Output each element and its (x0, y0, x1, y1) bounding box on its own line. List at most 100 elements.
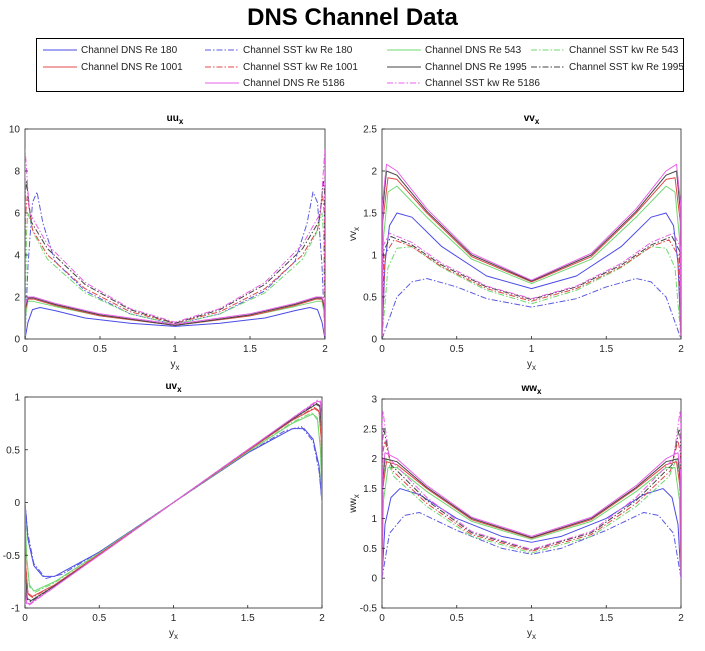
series-line (382, 246, 681, 339)
series-line (382, 236, 681, 339)
x-axis-label: yx (169, 628, 178, 641)
y-tick-label: 0 (371, 335, 377, 346)
legend-swatch (387, 49, 421, 51)
legend-label: Channel SST kw Re 543 (569, 44, 679, 56)
y-tick-label: -0.5 (3, 551, 21, 562)
series-line (382, 212, 681, 339)
series-line (382, 278, 681, 339)
legend-swatch (205, 49, 239, 51)
series-line (382, 461, 681, 579)
x-tick-label: 1 (529, 344, 535, 355)
x-tick-label: 0.5 (92, 613, 106, 624)
y-tick-label: -0.5 (360, 604, 378, 615)
x-tick-label: 1.5 (599, 613, 613, 624)
x-tick-label: 2 (322, 344, 328, 355)
series-line (25, 307, 325, 339)
legend-label: Channel SST kw Re 1001 (243, 61, 358, 73)
x-tick-label: 0 (379, 344, 385, 355)
x-axis-label: yx (527, 628, 536, 641)
series-line (382, 232, 681, 339)
legend-label: Channel SST kw Re 180 (243, 44, 353, 56)
legend-label: Channel DNS Re 1995 (425, 61, 527, 73)
legend-label: Channel DNS Re 1001 (81, 61, 183, 73)
x-tick-label: 0.5 (450, 344, 464, 355)
y-tick-label: 2 (14, 293, 20, 304)
y-tick-label: 6 (14, 209, 20, 220)
legend-entry: Channel DNS Re 180 (43, 43, 177, 57)
legend: Channel DNS Re 180 Channel SST kw Re 180 C… (36, 38, 684, 92)
legend-label: Channel SST kw Re 5186 (425, 77, 540, 89)
y-tick-label: 2 (371, 167, 377, 178)
series-line (382, 458, 681, 579)
x-tick-label: 2 (678, 344, 684, 355)
series-line (382, 170, 681, 339)
legend-entry: Channel DNS Re 1001 (43, 60, 183, 74)
series-line (382, 458, 681, 579)
series-line (382, 410, 681, 579)
figure-title: DNS Channel Data (247, 4, 458, 31)
legend-swatch (531, 49, 565, 51)
legend-entry: Channel DNS Re 5186 (205, 76, 345, 90)
legend-entry: Channel SST kw Re 1995 (531, 60, 684, 74)
plot-title: uux (167, 113, 184, 126)
plot-title: vvx (524, 113, 540, 126)
series-line (382, 428, 681, 579)
series-line (382, 467, 681, 579)
series-line (25, 149, 325, 339)
legend-swatch (531, 66, 565, 68)
y-tick-label: 8 (14, 167, 20, 178)
legend-swatch (387, 66, 421, 68)
x-tick-label: 0 (22, 613, 28, 624)
legend-swatch (387, 82, 421, 84)
legend-label: Channel DNS Re 180 (81, 44, 178, 56)
y-tick-label: 1 (371, 251, 377, 262)
y-tick-label: 2.5 (363, 125, 377, 136)
x-axis-label: yx (171, 359, 180, 372)
series-line (382, 452, 681, 579)
series-line (382, 177, 681, 339)
x-tick-label: 1.5 (599, 344, 613, 355)
legend-label: Channel SST kw Re 1995 (569, 61, 684, 73)
series-line (382, 488, 681, 579)
series-line (25, 402, 322, 603)
legend-swatch (43, 49, 77, 51)
x-axis-label: yx (527, 359, 536, 372)
plot-title: uvx (165, 381, 182, 394)
y-tick-label: 1 (371, 514, 377, 525)
y-tick-label: 1.5 (363, 209, 377, 220)
y-tick-label: 0 (14, 335, 20, 346)
x-tick-label: 1 (172, 344, 178, 355)
legend-entry: Channel SST kw Re 180 (205, 43, 352, 57)
legend-swatch (205, 66, 239, 68)
x-tick-label: 2 (678, 613, 684, 624)
legend-label: Channel DNS Re 543 (425, 44, 522, 56)
series-line (382, 239, 681, 339)
y-tick-label: 0.5 (363, 293, 377, 304)
x-tick-label: 1 (171, 613, 177, 624)
x-tick-label: 0 (379, 613, 385, 624)
x-tick-label: 1.5 (243, 344, 257, 355)
legend-entry: Channel DNS Re 1995 (387, 60, 527, 74)
y-tick-label: 0.5 (6, 445, 20, 456)
y-tick-label: 4 (14, 251, 20, 262)
x-tick-label: 0 (22, 344, 28, 355)
y-tick-label: 2 (371, 454, 377, 465)
legend-swatch (43, 66, 77, 68)
series-line (382, 163, 681, 339)
series-line (25, 399, 322, 606)
y-axis-label: vvx (348, 227, 361, 241)
x-tick-label: 0.5 (93, 344, 107, 355)
y-tick-label: 2.5 (363, 424, 377, 435)
x-tick-label: 0.5 (450, 613, 464, 624)
legend-entry: Channel SST kw Re 5186 (387, 76, 540, 90)
y-tick-label: 3 (371, 395, 377, 406)
x-tick-label: 2 (319, 613, 325, 624)
y-tick-label: 0 (371, 574, 377, 585)
y-tick-label: 1 (14, 393, 20, 404)
y-tick-label: 0 (14, 498, 20, 509)
legend-entry: Channel SST kw Re 1001 (205, 60, 358, 74)
